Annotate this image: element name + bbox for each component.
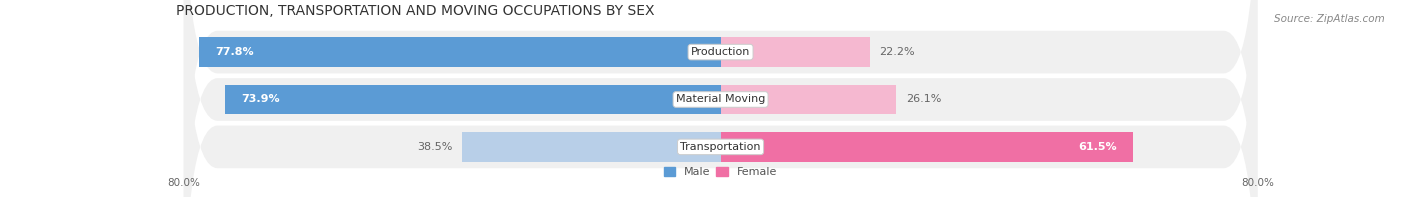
Bar [721, 132, 1133, 162]
Text: 77.8%: 77.8% [215, 47, 254, 57]
FancyBboxPatch shape [184, 0, 1257, 197]
Bar [198, 37, 721, 67]
Text: 73.9%: 73.9% [242, 95, 280, 104]
Text: PRODUCTION, TRANSPORTATION AND MOVING OCCUPATIONS BY SEX: PRODUCTION, TRANSPORTATION AND MOVING OC… [176, 4, 654, 18]
Bar [721, 85, 896, 114]
Legend: Male, Female: Male, Female [665, 167, 776, 177]
Text: 26.1%: 26.1% [905, 95, 941, 104]
Text: 38.5%: 38.5% [416, 142, 453, 152]
Text: 61.5%: 61.5% [1078, 142, 1116, 152]
Text: Transportation: Transportation [681, 142, 761, 152]
Bar [225, 85, 721, 114]
FancyBboxPatch shape [184, 0, 1257, 197]
Text: Source: ZipAtlas.com: Source: ZipAtlas.com [1274, 14, 1385, 24]
FancyBboxPatch shape [184, 0, 1257, 197]
Text: Production: Production [690, 47, 751, 57]
Text: Material Moving: Material Moving [676, 95, 765, 104]
Bar [463, 132, 721, 162]
Bar [721, 37, 869, 67]
Text: 22.2%: 22.2% [880, 47, 915, 57]
